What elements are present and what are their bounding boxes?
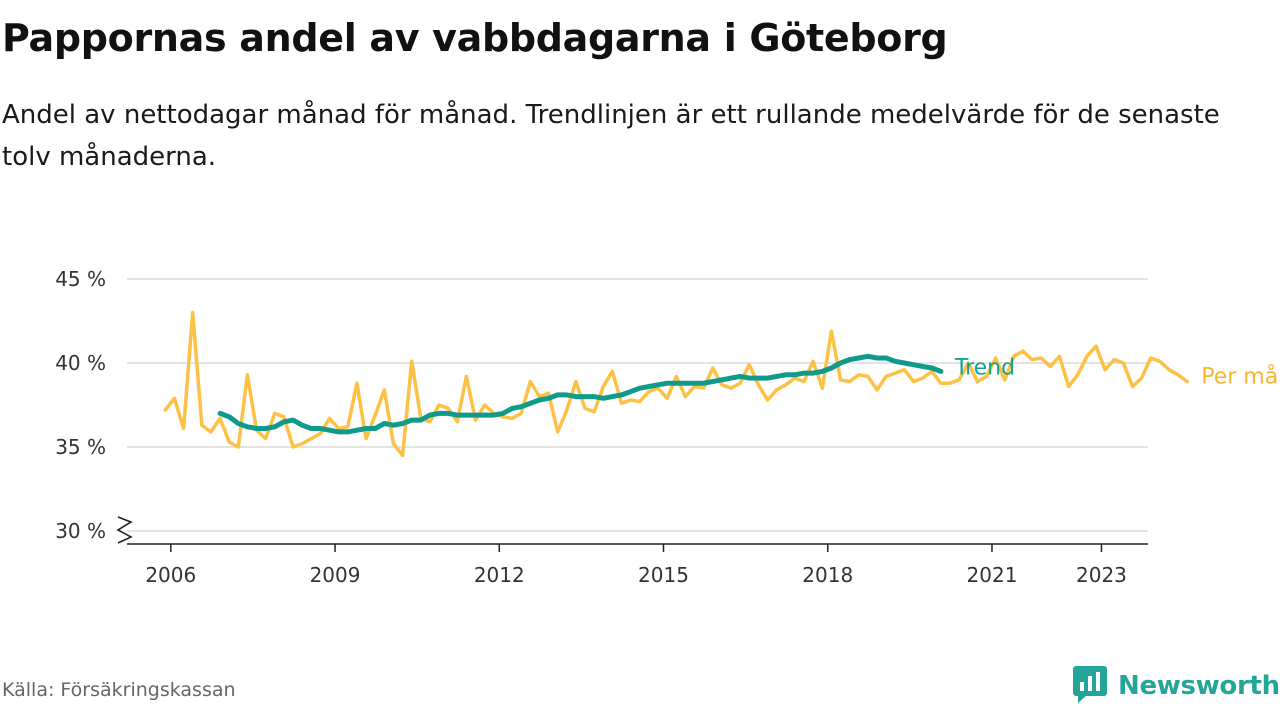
series-label-trend: Trend (954, 355, 1015, 380)
y-tick-label: 35 % (55, 435, 106, 459)
monthly-line (163, 310, 1189, 458)
y-axis-tick-labels: 30 % 35 % 40 % 45 % (55, 267, 106, 543)
x-tick-label: 2015 (638, 563, 689, 587)
series-labels: Trend Per månad (954, 355, 1280, 389)
series-label-monthly: Per månad (1201, 363, 1280, 389)
series-lines (163, 310, 1189, 458)
x-tick-label: 2021 (967, 563, 1018, 587)
brand-name: Newsworthy (1118, 671, 1280, 701)
x-tick-label: 2018 (802, 563, 853, 587)
gridlines (116, 278, 1148, 544)
y-tick-label: 45 % (55, 267, 106, 291)
page-subtitle: Andel av nettodagar månad för månad. Tre… (2, 100, 1220, 172)
newsworthy-chat-chart-icon (1072, 664, 1108, 708)
y-tick-label: 30 % (55, 519, 106, 543)
x-tick-label: 2023 (1076, 563, 1127, 587)
x-tick-label: 2006 (145, 563, 196, 587)
brand-logo[interactable]: Newsworthy (1072, 664, 1280, 708)
trend-line (217, 353, 944, 435)
page-title: Pappornas andel av vabbdagarna i Götebor… (2, 16, 948, 60)
x-axis: 2006 2009 2012 2015 2018 2021 2023 (127, 543, 1148, 587)
axis-break-icon (116, 516, 133, 544)
source-note: Källa: Försäkringskassan (2, 679, 236, 701)
x-tick-label: 2009 (310, 563, 361, 587)
y-tick-label: 40 % (55, 351, 106, 375)
x-tick-label: 2012 (474, 563, 525, 587)
